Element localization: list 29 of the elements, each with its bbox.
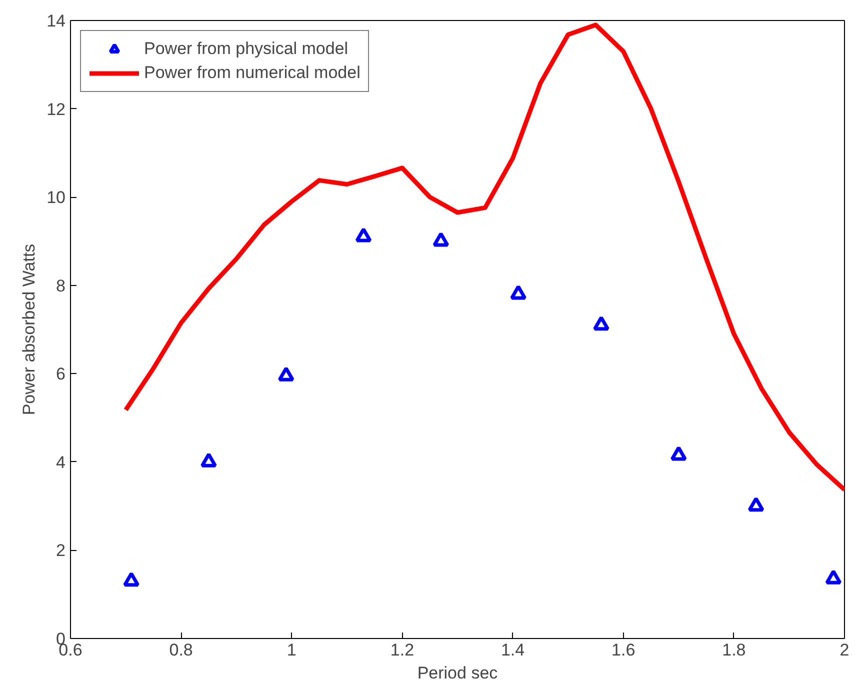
legend-label: Power from physical model (144, 39, 348, 59)
legend-label: Power from numerical model (144, 63, 360, 83)
point (592, 316, 610, 331)
point (748, 496, 764, 512)
y-tick-label: 14 (46, 12, 66, 30)
y-tick-label: 6 (56, 364, 66, 384)
x-tick-label: 1.8 (722, 640, 746, 660)
line-series (124, 22, 844, 492)
point (510, 284, 527, 300)
point (825, 570, 842, 584)
point (278, 366, 294, 382)
x-tick-label: 2 (840, 640, 850, 660)
x-tick-label: 0.8 (169, 640, 193, 660)
x-tick-label: 1 (286, 640, 296, 660)
x-axis-title: Period sec (417, 664, 498, 682)
x-tick-label: 1.6 (612, 640, 636, 660)
point (200, 452, 217, 468)
y-tick-label: 4 (56, 452, 66, 472)
point (432, 232, 450, 247)
point (355, 228, 372, 242)
x-tick-label: 1.4 (500, 640, 525, 660)
y-tick-label: 12 (46, 100, 66, 119)
point (670, 446, 687, 461)
y-tick-label: 8 (56, 276, 66, 296)
point (123, 572, 140, 587)
y-tick-label: 2 (56, 541, 66, 560)
x-tick-label: 1.2 (390, 640, 414, 660)
y-tick-label: 10 (46, 188, 66, 208)
y-axis-title: Power absorbed Watts (20, 244, 39, 416)
